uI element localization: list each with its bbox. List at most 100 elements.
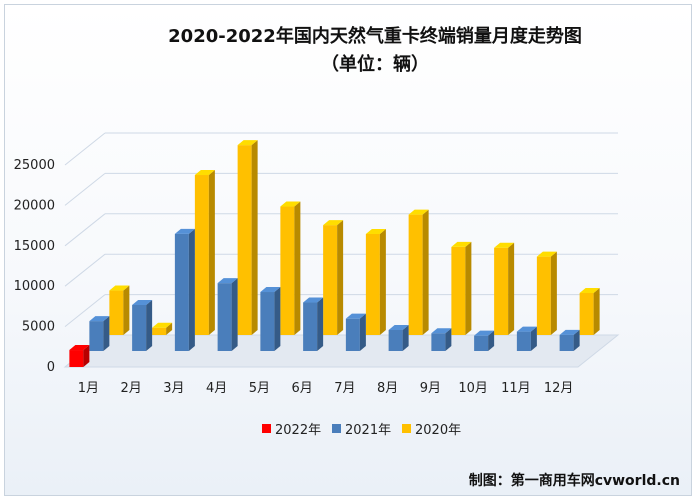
y-tick-label: 15000	[14, 239, 55, 254]
bar-side	[231, 278, 238, 351]
bar-top	[494, 242, 515, 248]
bar-front	[451, 246, 466, 335]
bar-top	[237, 140, 258, 146]
bar-front	[323, 225, 338, 335]
bar	[280, 201, 301, 335]
bar-front	[69, 350, 84, 367]
bar-top	[194, 170, 215, 176]
chart-frame	[4, 4, 692, 496]
bar-front	[579, 292, 594, 335]
bar-top	[388, 324, 409, 330]
x-tick-label: 5月	[249, 381, 270, 396]
bar-top	[69, 345, 90, 351]
bar-top	[303, 297, 324, 303]
bar-side	[188, 228, 195, 351]
chart-credit: 制图：第一商用车网cvworld.cn	[468, 473, 680, 489]
bar-side	[530, 326, 537, 351]
gridline-diagonal	[64, 132, 106, 166]
bar-front	[303, 302, 318, 351]
bar-front	[174, 233, 189, 351]
bar-side	[166, 322, 173, 335]
bar-top	[280, 201, 301, 207]
bar-side	[274, 287, 281, 351]
bar-top	[474, 330, 495, 336]
bar	[174, 228, 195, 351]
bar	[217, 278, 238, 351]
x-tick-label: 2月	[120, 381, 141, 396]
bar-front	[365, 234, 380, 335]
bar	[152, 322, 173, 335]
bar-side	[103, 316, 110, 351]
x-tick-label: 7月	[334, 381, 355, 396]
bar-side	[294, 201, 301, 335]
bar-top	[217, 278, 238, 284]
bar	[109, 285, 130, 335]
bar-side	[488, 330, 495, 351]
y-tick-label: 25000	[14, 158, 55, 173]
y-axis-labels: 0 5000 10000 15000 20000 25000	[14, 158, 55, 375]
bar-front	[152, 327, 167, 335]
bar-top	[132, 299, 153, 305]
bar	[516, 326, 537, 351]
bar-top	[579, 287, 600, 293]
bar-side	[573, 329, 580, 351]
bar-side	[593, 287, 600, 335]
y-tick-label: 0	[47, 360, 55, 375]
bar	[345, 313, 366, 351]
bar-front	[109, 290, 124, 335]
bar	[579, 287, 600, 335]
bar-side	[445, 328, 452, 351]
bar-front	[345, 318, 360, 351]
bar-side	[317, 297, 324, 351]
bar	[323, 220, 344, 335]
bar-front	[217, 283, 232, 351]
bar	[260, 287, 281, 351]
y-tick-label: 20000	[14, 198, 55, 213]
gridline-diagonal	[64, 253, 106, 287]
y-tick-label: 10000	[14, 279, 55, 294]
bar	[365, 229, 386, 335]
x-tick-label: 3月	[163, 381, 184, 396]
x-tick-label: 1月	[78, 381, 99, 396]
gridline-diagonal	[64, 294, 106, 327]
bar-front	[431, 333, 446, 351]
bar-front	[474, 335, 489, 351]
bar-side	[359, 313, 366, 351]
x-axis-labels: 1月 2月 3月 4月 5月 6月 7月 8月 9月 10月 11月 12月	[78, 381, 574, 396]
bar-side	[123, 285, 130, 335]
legend-swatch	[332, 424, 341, 433]
bar-front	[516, 331, 531, 351]
bar-top	[365, 229, 386, 234]
bar-side	[337, 220, 344, 335]
bar-front	[408, 214, 423, 335]
bar	[451, 241, 472, 335]
bars	[69, 140, 600, 367]
x-tick-label: 12月	[544, 381, 574, 396]
x-tick-label: 10月	[458, 381, 488, 396]
bar-front	[494, 247, 509, 335]
bar-top	[174, 228, 195, 234]
bar-front	[237, 145, 252, 335]
bar-top	[109, 285, 130, 291]
bar-front	[280, 206, 295, 335]
bar	[431, 328, 452, 351]
bar-top	[260, 287, 281, 293]
bar	[559, 329, 580, 351]
bar	[388, 324, 409, 351]
x-tick-label: 6月	[291, 381, 312, 396]
x-tick-label: 4月	[206, 381, 227, 396]
bar	[194, 170, 215, 335]
bar-top	[323, 220, 344, 226]
bar	[132, 299, 153, 351]
legend-label: 2021年	[345, 423, 391, 438]
bar-top	[89, 316, 110, 322]
legend-label: 2020年	[415, 423, 461, 438]
bar-front	[89, 321, 104, 351]
bar-side	[146, 299, 153, 351]
bar-front	[260, 292, 275, 351]
bar-side	[402, 324, 409, 351]
x-tick-label: 8月	[377, 381, 398, 396]
chart-subtitle: （单位：辆）	[321, 54, 429, 75]
bar	[408, 209, 429, 335]
